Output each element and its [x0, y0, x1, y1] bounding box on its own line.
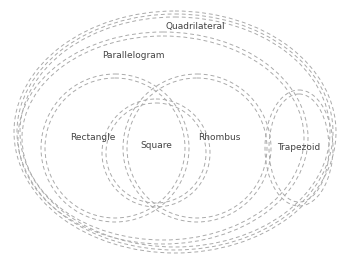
Text: Square: Square	[140, 140, 172, 150]
Text: Quadrilateral: Quadrilateral	[165, 22, 225, 31]
Text: Parallelogram: Parallelogram	[102, 52, 164, 60]
Text: Rhombus: Rhombus	[198, 133, 240, 143]
Text: Trapezoid: Trapezoid	[277, 143, 321, 153]
Text: Rectangle: Rectangle	[70, 133, 116, 143]
